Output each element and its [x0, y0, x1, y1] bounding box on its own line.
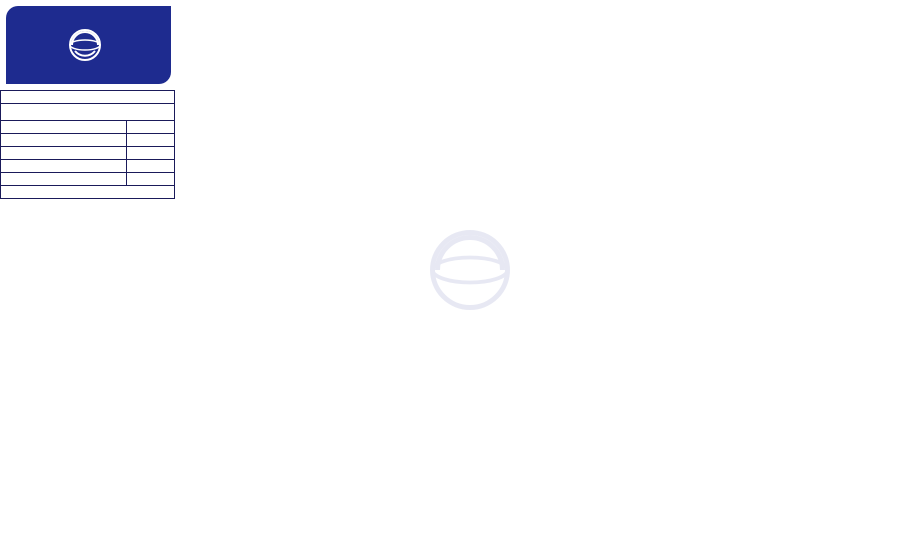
spec-value — [127, 121, 175, 134]
table-row — [1, 121, 175, 134]
spec-label — [1, 160, 127, 173]
table-row — [1, 173, 175, 186]
spec-label — [1, 173, 127, 186]
brand-logo — [6, 6, 171, 84]
table-row — [1, 160, 175, 173]
part-number — [1, 104, 175, 121]
spec-value — [127, 134, 175, 147]
spec-value — [127, 160, 175, 173]
spec-label — [1, 147, 127, 160]
spec-table — [0, 90, 175, 199]
product-notes — [1, 186, 175, 199]
table-row — [1, 147, 175, 160]
spec-label — [1, 121, 127, 134]
spec-label — [1, 134, 127, 147]
table-row — [1, 134, 175, 147]
spec-value — [127, 173, 175, 186]
product-subtitle — [1, 91, 175, 104]
spec-value — [127, 147, 175, 160]
technical-drawing — [180, 0, 900, 534]
